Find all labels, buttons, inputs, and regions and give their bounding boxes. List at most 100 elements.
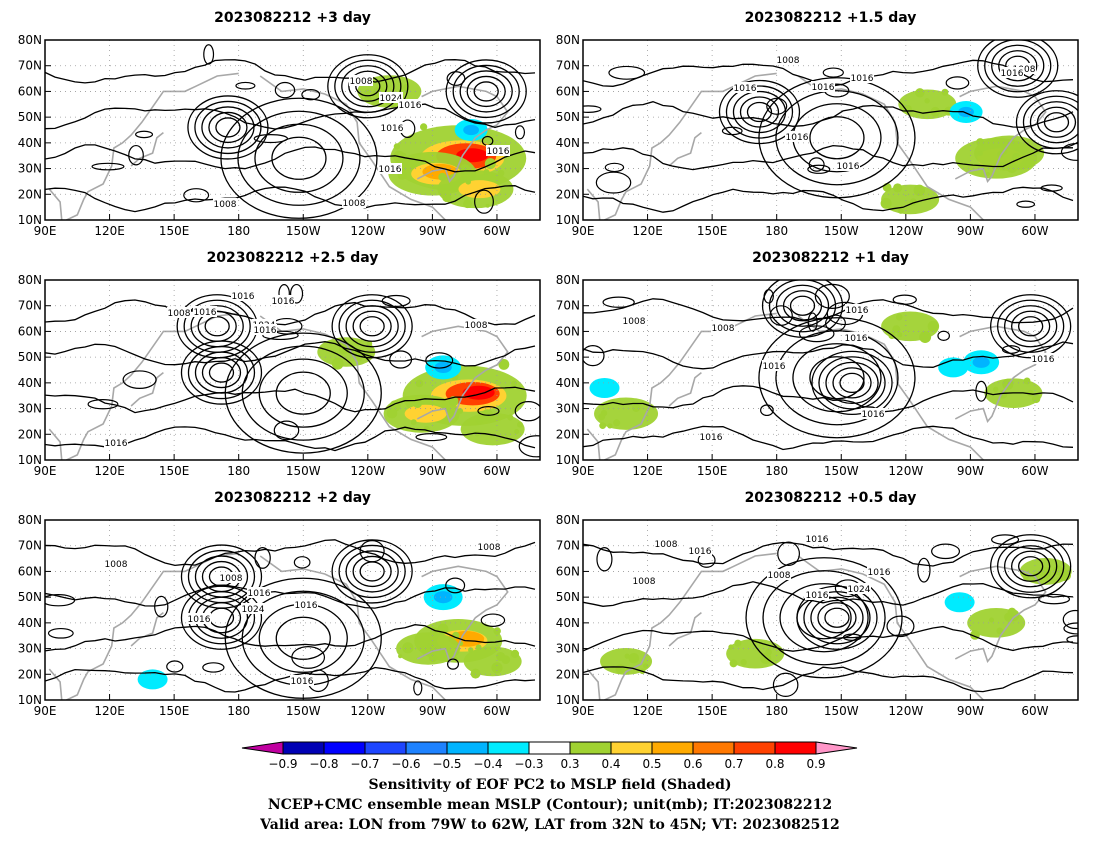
sensitivity-positive-speck: [468, 647, 474, 653]
isobar-contour: [984, 40, 1052, 93]
sensitivity-positive-speck: [993, 386, 999, 393]
sensitivity-positive-speck: [1006, 162, 1018, 174]
sensitivity-positive-speck: [729, 659, 738, 668]
coastline: [48, 668, 63, 700]
lat-tick-label: 10N: [18, 213, 42, 227]
isobar-contour: [445, 59, 527, 124]
map-area: 1016 1008 1016 1016 1024 1008 1016 1008: [45, 520, 540, 700]
contour-label-bg: [104, 437, 128, 448]
isobar-contour: [792, 343, 882, 413]
map-panel-4: 2023082212 +1 day 1016 1016 1016 1008 1016 100…: [556, 250, 1079, 478]
lat-tick-label: 40N: [556, 136, 580, 150]
isobar-contour: [1016, 200, 1036, 208]
lat-tick-label: 20N: [18, 427, 42, 441]
sensitivity-positive-speck: [402, 642, 414, 654]
isobar-contour: [477, 406, 500, 416]
isobar-contour: [991, 534, 1020, 545]
lat-tick-label: 60N: [18, 564, 42, 578]
isobar-contour: [273, 420, 300, 441]
lat-tick-label: 70N: [18, 59, 42, 73]
isobar-contour: [327, 54, 409, 119]
isobar-contour: [446, 658, 460, 670]
sensitivity-positive-speck: [386, 407, 398, 419]
contour-label-bg: [805, 589, 829, 600]
sensitivity-positive-speck: [632, 403, 641, 413]
isobar-contour: [91, 162, 125, 171]
isobar-contour: [990, 294, 1072, 359]
sensitivity-positive-speck: [413, 399, 422, 409]
isobar-contour: [608, 65, 646, 80]
isobar-contour: [45, 539, 536, 567]
lon-tick-label: 90W: [419, 464, 446, 478]
isobar-contour: [775, 284, 830, 327]
isobar-contour: [274, 81, 296, 99]
isobar-contour: [201, 106, 255, 149]
contour-label-bg: [805, 533, 829, 544]
map-area: 10161008101610161024101610161008: [45, 280, 540, 460]
isobar-contour: [446, 71, 466, 86]
isobar-contour: [459, 70, 513, 113]
lat-tick-label: 30N: [556, 642, 580, 656]
map-frame: [582, 519, 1079, 701]
coastline: [66, 312, 239, 460]
lat-tick-label: 30N: [18, 642, 42, 656]
lon-tick-label: 90E: [572, 464, 595, 478]
contour-label: 1016: [1032, 355, 1055, 365]
lat-tick-label: 40N: [556, 616, 580, 630]
panel-title: 2023082212 +2 day: [214, 490, 371, 506]
isobar-contour: [779, 583, 869, 653]
contour-label: 1016: [399, 101, 422, 111]
sensitivity-positive-speck: [484, 158, 496, 170]
lon-tick-label: 90E: [34, 224, 57, 238]
contour-label: 1016: [1001, 69, 1024, 79]
lat-tick-label: 70N: [18, 299, 42, 313]
contour-label-bg: [290, 675, 314, 686]
colorbar-tick-label: −0.8: [309, 757, 338, 771]
contour-label-bg: [632, 575, 656, 586]
contour-label: 1016: [379, 165, 402, 175]
isobar-contour: [945, 76, 970, 90]
isobar-contour: [789, 295, 816, 316]
lat-tick-label: 60N: [556, 84, 580, 98]
sensitivity-positive-speck: [985, 171, 990, 177]
sensitivity-positive-speck: [642, 663, 649, 669]
isobar-contour: [583, 344, 605, 367]
coastline: [259, 555, 446, 700]
contour-label-bg: [342, 197, 366, 208]
isobar-contour: [1011, 550, 1051, 582]
isobar-contour: [359, 540, 385, 563]
sensitivity-positive-speck: [977, 150, 983, 156]
isobar-contour: [768, 280, 837, 333]
lon-tick-label: 120W: [888, 704, 923, 718]
isobar-contour: [215, 117, 241, 138]
coastline: [586, 188, 601, 220]
contour-label: 1016: [272, 297, 295, 307]
isobar-contour: [45, 144, 536, 173]
sensitivity-positive-speck: [419, 123, 428, 131]
contour-label: 1008: [214, 200, 237, 210]
sensitivity-positive-speck: [897, 332, 903, 338]
sensitivity-positive-speck: [463, 199, 472, 209]
sensitivity-positive-speck: [915, 88, 925, 98]
sensitivity-negative-area: [433, 591, 453, 604]
lon-tick-label: 180: [227, 464, 250, 478]
lon-tick-label: 150E: [159, 704, 190, 718]
map-panel-5: 2023082212 +2 day 1016 1008 1016 1016 1024 100…: [18, 490, 541, 718]
lon-tick-label: 120E: [94, 704, 125, 718]
sensitivity-positive-speck: [507, 414, 514, 421]
lon-tick-label: 60W: [483, 704, 510, 718]
isobar-contour: [135, 130, 154, 139]
isobar-contour: [47, 627, 74, 639]
sensitivity-positive-speck: [498, 358, 510, 370]
sensitivity-positive-speck: [1031, 394, 1041, 404]
sensitivity-positive-speck: [511, 380, 518, 387]
contour-label-bg: [867, 566, 891, 577]
lon-tick-label: 150W: [286, 704, 321, 718]
isobar-contour: [1060, 142, 1078, 161]
colorbar-segment: [692, 741, 735, 755]
sensitivity-negative-area: [463, 124, 480, 136]
isobar-contour: [381, 294, 411, 307]
isobar-contour: [807, 164, 831, 174]
contour-label: 1008: [1013, 65, 1036, 75]
